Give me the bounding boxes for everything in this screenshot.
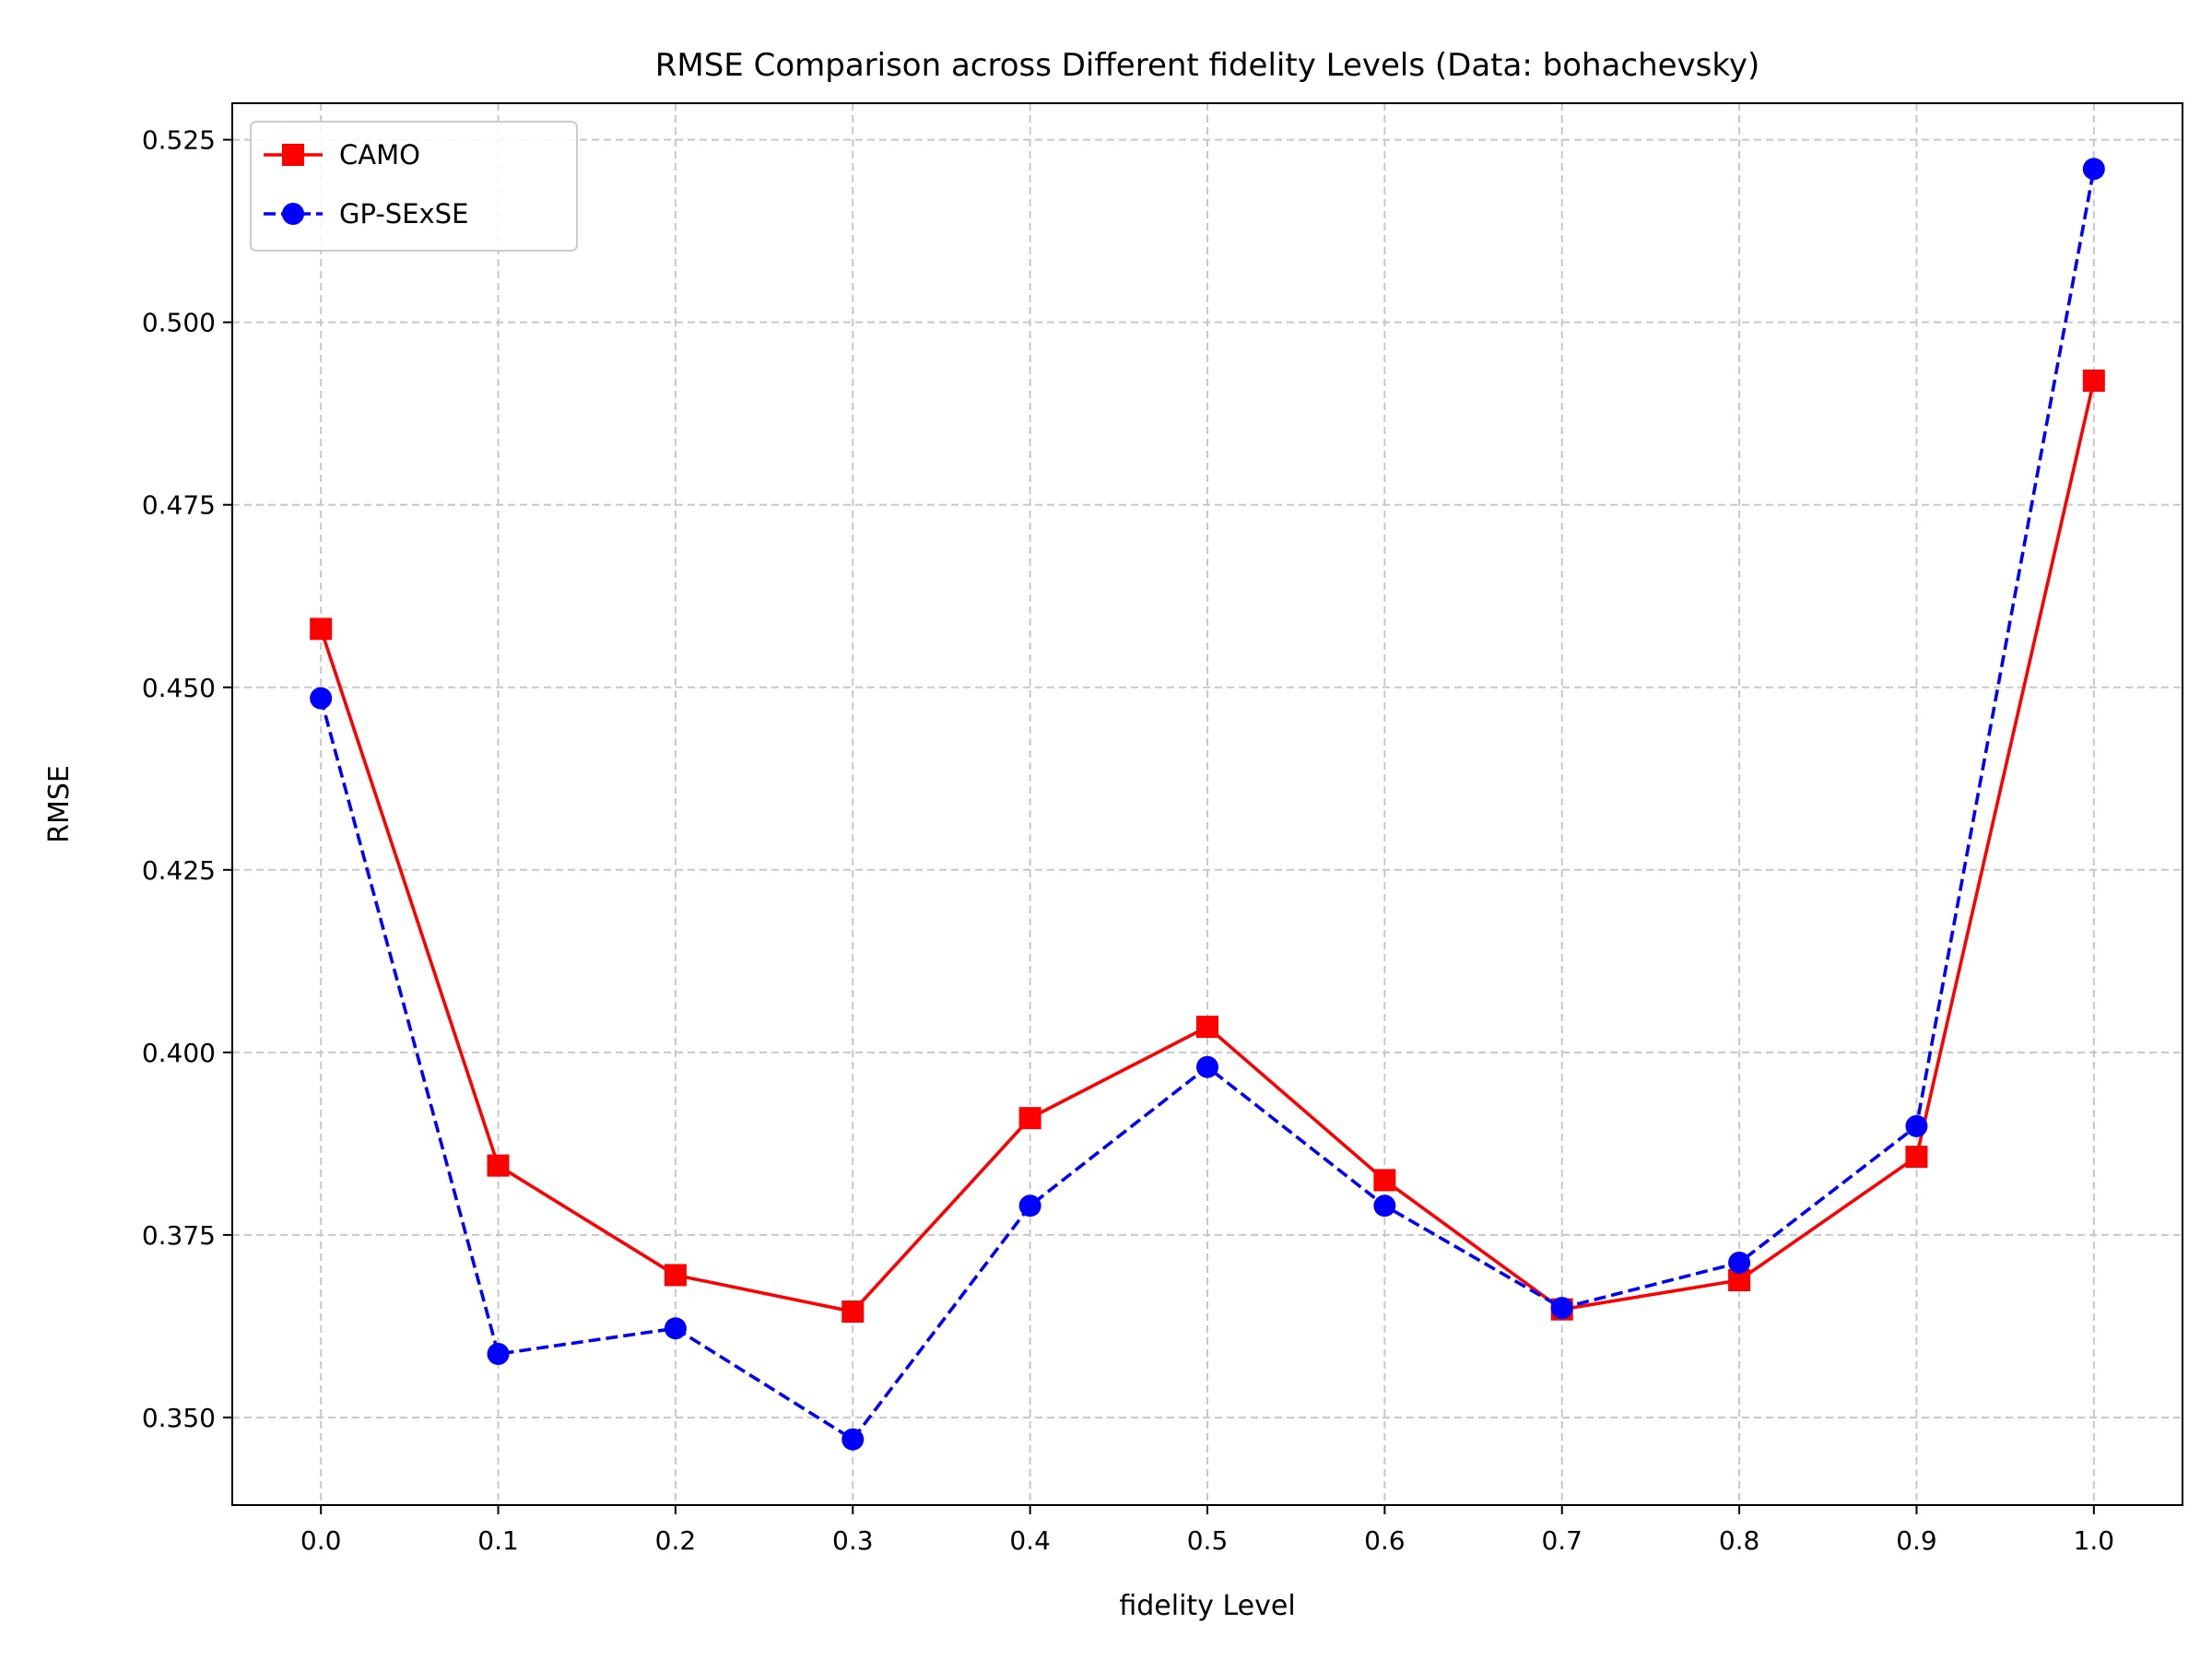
data-point — [841, 1300, 865, 1324]
data-point — [1905, 1114, 1928, 1137]
grid — [232, 103, 2183, 1505]
legend-item: GP-SExSE — [264, 198, 468, 229]
legend-item: CAMO — [264, 139, 420, 171]
data-point — [1018, 1194, 1041, 1218]
x-tick-label: 1.0 — [2074, 1525, 2115, 1556]
y-tick-label: 0.375 — [142, 1220, 216, 1251]
data-point — [841, 1428, 865, 1451]
legend-marker — [282, 144, 304, 166]
x-tick-label: 0.5 — [1187, 1525, 1229, 1556]
x-tick-label: 0.8 — [1719, 1525, 1760, 1556]
legend-marker — [282, 203, 304, 225]
x-tick-label: 0.4 — [1009, 1525, 1051, 1556]
data-point — [1018, 1107, 1041, 1130]
data-point — [1728, 1251, 1751, 1274]
data-point — [1373, 1194, 1396, 1218]
x-axis-label: fidelity Level — [1119, 1590, 1295, 1622]
legend-label: GP-SExSE — [339, 198, 468, 229]
series-gp-sexse — [310, 158, 2105, 1451]
x-axis: 0.0 0.1 0.2 0.3 0.4 0.5 0.6 0.7 0.8 0.9 1.0 — [300, 1505, 2114, 1556]
data-point — [664, 1264, 687, 1287]
chart-title: RMSE Comparison across Different fidelit… — [655, 47, 1759, 84]
data-point — [2082, 370, 2105, 393]
y-tick-label: 0.500 — [142, 308, 216, 338]
y-tick-label: 0.400 — [142, 1038, 216, 1068]
y-axis-label: RMSE — [43, 765, 76, 843]
data-point — [664, 1317, 687, 1340]
data-point — [2082, 158, 2105, 181]
data-point — [1373, 1169, 1396, 1192]
legend-label: CAMO — [339, 139, 420, 171]
y-axis: 0.350 0.375 0.400 0.425 0.450 0.475 0.500 0.525 — [142, 125, 232, 1433]
series-layer — [310, 158, 2105, 1451]
y-tick-label: 0.525 — [142, 125, 216, 156]
series-camo — [310, 370, 2105, 1324]
data-point — [487, 1154, 510, 1177]
x-tick-label: 0.7 — [1541, 1525, 1583, 1556]
x-tick-label: 0.1 — [477, 1525, 519, 1556]
data-point — [1905, 1146, 1928, 1169]
data-point — [487, 1343, 510, 1366]
legend: CAMO GP-SExSE — [250, 121, 578, 252]
data-point — [1196, 1055, 1218, 1078]
data-point — [1550, 1297, 1573, 1320]
data-point — [310, 687, 333, 710]
y-tick-label: 0.475 — [142, 490, 216, 521]
legend-box — [250, 121, 578, 252]
x-tick-label: 0.6 — [1364, 1525, 1406, 1556]
x-tick-label: 0.0 — [300, 1525, 342, 1556]
x-tick-label: 0.2 — [655, 1525, 697, 1556]
y-tick-label: 0.425 — [142, 855, 216, 886]
x-tick-label: 0.3 — [832, 1525, 874, 1556]
y-tick-label: 0.450 — [142, 673, 216, 703]
x-tick-label: 0.9 — [1896, 1525, 1937, 1556]
data-point — [1196, 1016, 1218, 1039]
data-point — [310, 618, 333, 641]
y-tick-label: 0.350 — [142, 1403, 216, 1433]
